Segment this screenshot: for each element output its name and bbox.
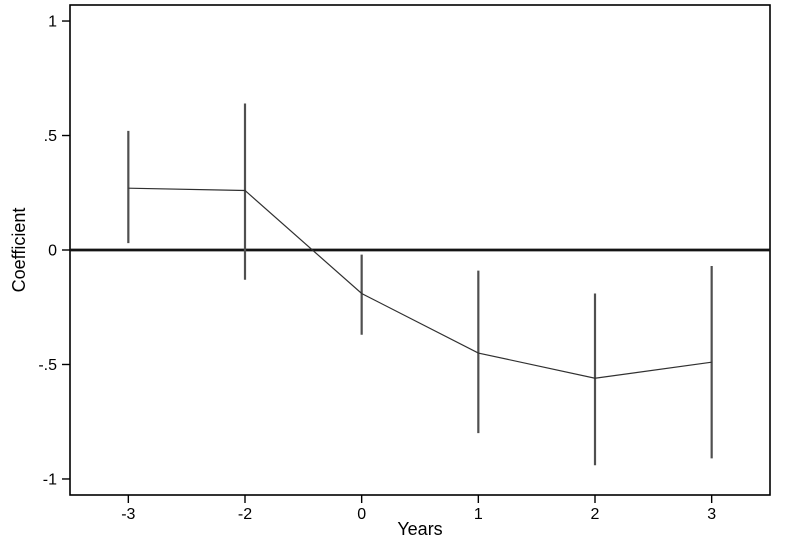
y-tick-label: 0 bbox=[48, 243, 57, 260]
x-tick-label: 2 bbox=[591, 506, 600, 523]
x-tick-label: -2 bbox=[238, 506, 252, 523]
y-axis-title: Coefficient bbox=[9, 207, 29, 293]
y-tick-label: -.5 bbox=[38, 357, 57, 374]
x-tick-label: 0 bbox=[357, 506, 366, 523]
y-tick-label: -1 bbox=[43, 471, 57, 488]
x-axis-title: Years bbox=[397, 519, 443, 539]
y-tick-label: .5 bbox=[44, 128, 57, 145]
x-tick-label: 1 bbox=[474, 506, 483, 523]
coefficient-line bbox=[128, 187, 712, 379]
y-tick-label: 1 bbox=[48, 14, 57, 31]
x-tick-label: -3 bbox=[121, 506, 135, 523]
x-tick-label: 3 bbox=[707, 506, 716, 523]
